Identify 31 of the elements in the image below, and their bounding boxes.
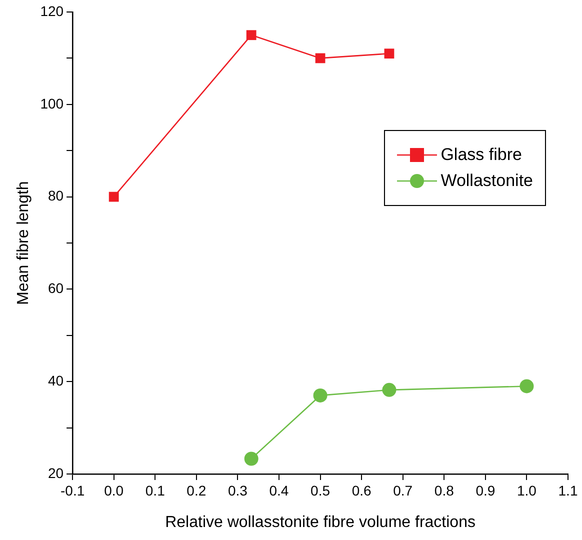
- x-tick-label: 0.2: [186, 482, 206, 498]
- x-tick-label: 0.6: [352, 482, 372, 498]
- y-tick-label: 60: [48, 280, 64, 296]
- point: [315, 53, 326, 64]
- y-tick-label: 80: [48, 188, 64, 204]
- point: [382, 382, 396, 397]
- x-axis-title: Relative wollasstonite fibre volume fractions: [165, 514, 476, 531]
- x-tick-label: 0.4: [269, 482, 289, 498]
- y-tick-label: 40: [48, 372, 64, 388]
- y-tick-label: 120: [40, 2, 64, 19]
- x-tick-label: 1.1: [558, 482, 578, 498]
- legend-label: Wollastonite: [440, 171, 533, 191]
- y-axis-title: Mean fibre length: [15, 181, 32, 305]
- x-tick-label: 0.9: [476, 482, 496, 498]
- x-tick-label: 0.8: [434, 482, 454, 498]
- x-tick-label: 0.7: [393, 482, 413, 498]
- x-tick-label: 1.0: [516, 482, 537, 498]
- y-tick-label: 20: [48, 464, 64, 481]
- point: [246, 30, 256, 40]
- x-tick-label: 0.0: [104, 482, 124, 498]
- x-tick-label: 0.3: [228, 482, 248, 498]
- x-tick-label: -0.1: [60, 482, 85, 498]
- point: [520, 379, 534, 394]
- point: [108, 192, 119, 202]
- x-tick-label: 0.5: [310, 482, 330, 498]
- y-tick-label: 100: [40, 95, 64, 112]
- legend-label: Glass fibre: [440, 145, 522, 165]
- point: [384, 48, 394, 59]
- point: [313, 388, 328, 402]
- point: [244, 452, 258, 466]
- x-tick-label: 0.1: [145, 482, 166, 498]
